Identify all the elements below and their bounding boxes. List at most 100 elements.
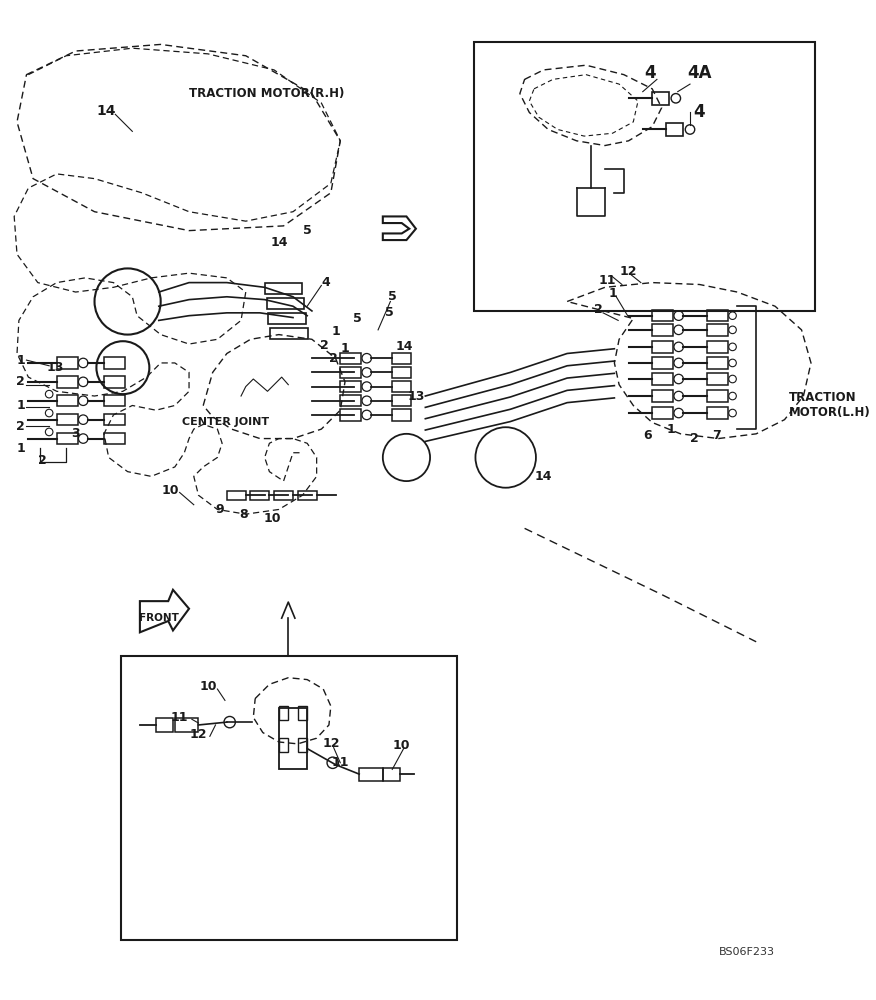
Bar [268,313,307,324]
Bar [121,656,456,940]
Text: 5: 5 [353,312,362,325]
Text: 8: 8 [239,508,248,521]
Text: 12: 12 [190,728,208,741]
Bar [57,395,77,406]
Text: TRACTION
MOTOR(L.H): TRACTION MOTOR(L.H) [789,391,871,419]
Text: FRONT: FRONT [139,613,179,623]
Bar [57,357,77,369]
Text: 1: 1 [331,325,340,338]
Bar [707,310,728,321]
Bar [707,373,728,385]
Text: 12: 12 [322,737,340,750]
Bar [279,706,288,720]
Text: 14: 14 [96,104,116,118]
Text: 1: 1 [17,354,25,367]
Bar [57,433,77,444]
Text: 6: 6 [643,429,652,442]
Text: 2: 2 [329,352,338,365]
Bar [340,395,361,406]
Bar [707,341,728,353]
Bar [653,390,673,402]
Bar [271,328,308,339]
Bar [251,491,270,500]
Text: 14: 14 [534,470,552,483]
Bar [104,357,124,369]
Text: 1: 1 [17,442,25,455]
Text: 10: 10 [161,484,179,497]
Text: 11: 11 [599,274,617,287]
Bar [653,324,673,336]
Text: 4: 4 [694,103,705,121]
Text: 2: 2 [17,420,25,433]
Bar [392,367,411,378]
Text: 3: 3 [71,427,80,440]
Bar [359,768,383,781]
Text: 11: 11 [171,711,188,724]
Bar [279,738,288,752]
Text: 2: 2 [17,375,25,388]
Bar [653,341,673,353]
Text: 14: 14 [396,340,413,353]
Text: 1: 1 [667,423,675,436]
Bar [392,409,411,421]
Text: 5: 5 [385,306,394,319]
Text: 10: 10 [199,680,216,693]
Bar [57,376,77,388]
Text: 10: 10 [264,512,281,525]
Bar [707,390,728,402]
Bar [340,353,361,364]
Bar [340,381,361,392]
Bar [266,298,304,309]
Text: BS06F233: BS06F233 [719,947,775,957]
Text: 12: 12 [620,265,638,278]
Bar [104,433,124,444]
Bar [707,324,728,336]
Bar [298,491,316,500]
Text: 2: 2 [594,303,603,316]
Text: 11: 11 [331,756,349,769]
Text: 1: 1 [608,287,617,300]
Bar [104,414,124,425]
Bar [340,367,361,378]
Bar [104,376,124,388]
Bar [653,357,673,369]
Bar [274,491,293,500]
Text: 7: 7 [712,429,721,442]
Bar [57,414,77,425]
Text: 5: 5 [388,290,397,303]
Text: 10: 10 [393,739,411,752]
Bar [298,706,307,720]
Bar [392,395,411,406]
Bar [227,491,246,500]
Bar [340,409,361,421]
Bar [707,407,728,419]
Text: 5: 5 [303,224,312,237]
Text: 2: 2 [690,432,699,445]
Bar [653,373,673,385]
Bar [104,395,124,406]
Text: 13: 13 [46,361,64,374]
Bar [298,738,307,752]
Bar [392,381,411,392]
Bar [175,718,199,732]
Bar [392,353,411,364]
Bar [667,123,683,136]
Bar [383,768,399,781]
Text: 4: 4 [645,64,656,82]
Text: 14: 14 [270,236,287,249]
Text: 1: 1 [17,399,25,412]
Bar [475,42,815,311]
Bar [653,407,673,419]
Text: 4: 4 [321,276,330,289]
Text: 13: 13 [407,390,425,403]
Bar [265,283,302,294]
Bar [653,310,673,321]
Bar [707,357,728,369]
Bar [156,718,173,732]
Text: 4A: 4A [687,64,711,82]
Bar [653,92,669,105]
Text: 2: 2 [320,339,328,352]
Text: 2: 2 [39,454,47,467]
Bar [279,708,307,769]
Text: 1: 1 [341,342,350,355]
